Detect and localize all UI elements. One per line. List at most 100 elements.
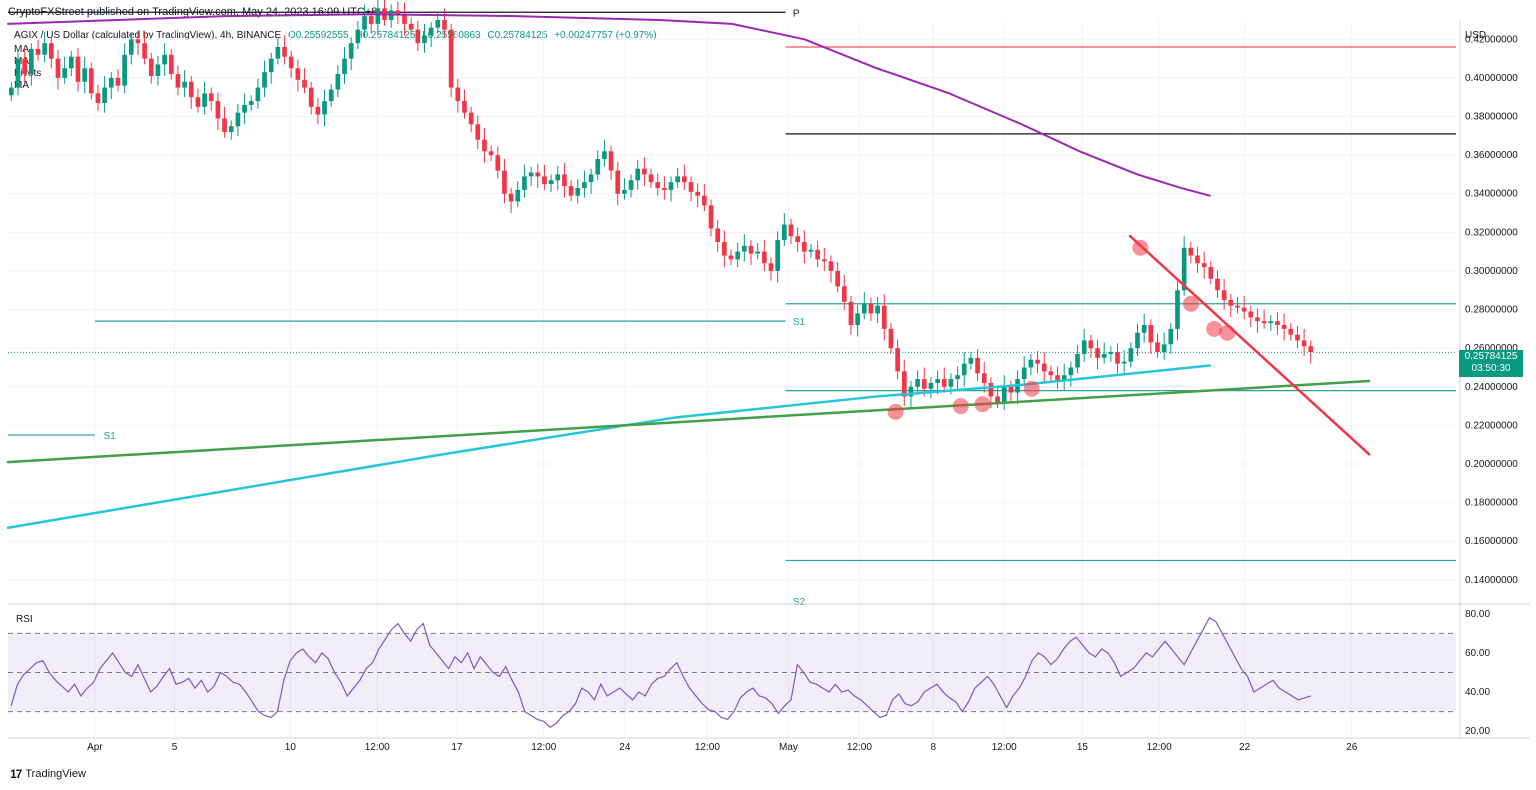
candle [575,179,581,204]
candle-body [555,174,561,181]
candle-body [988,382,994,397]
candle-body [708,205,714,229]
candle-body [1268,321,1274,324]
candle [1088,334,1094,358]
bar-countdown: 03:50:30 [1471,363,1511,374]
candle [268,52,274,84]
price-tick-label: 0.40000000 [1465,73,1518,84]
candle-body [1128,348,1134,362]
candle-body [135,39,141,44]
candle [262,60,267,98]
rsi-pane[interactable]: RSI [8,614,1456,728]
candle [995,387,1000,409]
candle [168,48,174,80]
candle [888,323,894,354]
candle-body [821,259,827,262]
candle [515,181,521,208]
candle-body [28,48,34,75]
candle-body [275,47,281,59]
time-tick-label: 22 [1239,742,1251,753]
rsi-tick-label: 20.00 [1465,726,1490,737]
candle [528,166,534,187]
candle [428,21,434,48]
candle [702,184,707,212]
candle-body [868,303,874,314]
candle [622,178,627,200]
candle-body [928,382,934,389]
candle [1035,351,1040,374]
indicator-pivots[interactable]: Pivots [14,68,42,79]
candle [328,83,334,107]
candle [975,349,980,381]
candle-body [762,251,767,264]
candle [342,47,347,84]
candle [762,240,767,271]
candle [768,257,774,281]
candle [1028,353,1034,376]
candle-body [282,47,287,57]
candle-body [1241,307,1247,312]
candle [222,106,227,138]
candle [595,150,601,181]
candle [22,47,27,84]
touch-point-marker [887,403,904,420]
tradingview-footer[interactable]: 17 TradingView [10,767,86,781]
indicator-ma-2[interactable]: MA [14,56,29,67]
candle-body [1201,263,1207,268]
candle [1201,251,1207,279]
candle [155,55,161,86]
candle [608,145,614,181]
candle-body [1141,325,1147,333]
ohlc-change: +0.00247757 (+0.97%) [554,30,657,41]
candle-body [908,386,914,397]
candle-body [881,305,887,329]
candle [748,240,754,266]
indicator-ma-1[interactable]: MA [14,44,29,55]
candle-body [155,64,161,76]
candle [1228,294,1234,318]
candle [708,199,714,237]
touch-point-marker [1023,380,1040,397]
candle-body [1301,340,1307,347]
candle [841,274,847,310]
candle-body [895,348,900,372]
candle-body [615,170,621,194]
candle-body [648,174,654,183]
candle-body [1001,386,1007,403]
candle [615,161,621,206]
candle-body [62,68,67,78]
candle [695,183,701,208]
candle-body [915,379,920,387]
ma-cyan-line [6,364,1212,529]
candle [42,31,47,63]
candle [675,167,681,188]
candle-body [475,124,481,140]
candle-body [768,263,774,271]
time-tick-label: 24 [619,742,631,753]
candle [395,1,401,24]
time-tick-label: 12:00 [1147,742,1172,753]
candle [162,43,167,76]
candle [562,162,567,198]
pivot-label-s2: S2 [793,597,806,608]
candle [682,164,687,190]
candle-body [1255,317,1260,322]
candle [415,20,421,51]
candle-body [602,151,607,159]
candle-body [328,89,334,102]
candle-body [368,16,374,24]
candle-body [355,29,361,44]
candle [1075,345,1080,374]
candle [48,37,54,69]
candle [968,352,974,370]
candle-body [1248,311,1254,318]
candle [1021,355,1027,385]
candle-body [228,126,234,132]
pivot-label-s1: S1 [793,317,806,328]
candle [122,43,127,94]
candle [95,84,101,111]
indicator-ma-3[interactable]: MA [14,80,29,91]
candle-body [175,74,181,88]
candle [502,158,507,204]
